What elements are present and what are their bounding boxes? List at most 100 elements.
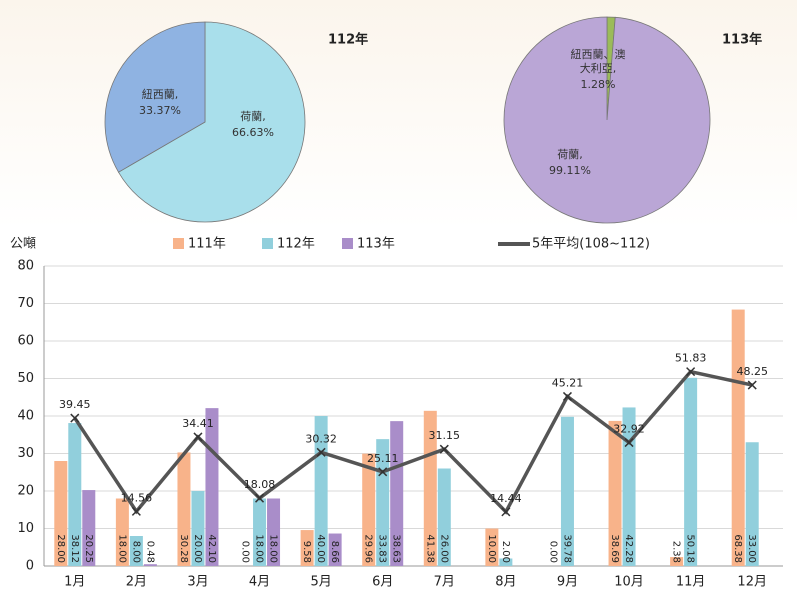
pie-value-label: 66.63% (232, 126, 274, 139)
y-tick-label: 80 (17, 259, 34, 274)
pie-category-label: 紐西蘭, (141, 88, 179, 101)
line-marker (747, 380, 757, 390)
data-label: 25.11 (367, 452, 399, 465)
bar (54, 461, 68, 566)
x-tick-label: 2月 (126, 575, 147, 590)
x-tick-label: 5月 (310, 575, 331, 590)
data-label: 26.00 (438, 534, 449, 563)
data-label: 2.00 (500, 541, 511, 563)
y-tick-label: 50 (17, 371, 34, 386)
pie-value-label: 1.28% (580, 78, 616, 91)
pie-value-label: 33.37% (139, 104, 181, 117)
bar (253, 498, 267, 566)
bar (745, 442, 759, 566)
pie-title: 112年 (328, 32, 368, 48)
bar (390, 421, 404, 566)
data-label: 9.58 (301, 541, 312, 563)
line-marker (193, 432, 203, 442)
x-tick-label: 4月 (249, 575, 270, 590)
data-label: 29.96 (363, 534, 374, 563)
line (73, 369, 753, 515)
data-label: 38.63 (391, 534, 402, 563)
bar (499, 558, 513, 566)
x-tick-label: 9月 (557, 575, 578, 590)
pie-title: 113年 (722, 32, 762, 48)
legend-swatch (262, 238, 273, 249)
data-label: 10.00 (486, 534, 497, 563)
data-label: 32.92 (613, 423, 645, 436)
bar (362, 453, 376, 566)
line-marker (70, 413, 80, 423)
data-label: 28.00 (55, 534, 66, 563)
bar (143, 564, 157, 566)
line-marker (562, 391, 572, 401)
y-tick-label: 60 (17, 334, 34, 349)
data-label: 14.44 (490, 492, 522, 505)
pie-category-label: 紐西蘭、澳大利亞, (570, 48, 626, 75)
data-label: 38.12 (69, 534, 80, 563)
bar (115, 498, 129, 566)
y-tick-label: 20 (17, 484, 34, 499)
bar (177, 452, 191, 566)
data-label: 45.21 (552, 376, 584, 389)
pie-slice (104, 21, 206, 173)
data-label: 20.00 (192, 534, 203, 563)
bar (608, 420, 622, 566)
bar (485, 528, 499, 566)
line-marker (316, 447, 326, 457)
pie-slice (117, 21, 306, 223)
legend-label: 5年平均(108~112) (532, 237, 650, 252)
line-marker (501, 507, 511, 517)
legend-label: 111年 (188, 237, 226, 252)
data-label: 50.18 (685, 534, 696, 563)
data-label: 31.15 (429, 429, 461, 442)
bar (328, 533, 342, 566)
legend-label: 112年 (277, 237, 315, 252)
data-label: 39.78 (561, 534, 572, 563)
legend-swatch (173, 238, 184, 249)
line-marker (378, 467, 388, 477)
data-label: 0.48 (144, 541, 155, 563)
bar (622, 407, 636, 566)
data-label: 51.83 (675, 352, 707, 365)
bar (560, 416, 574, 566)
y-tick-label: 40 (17, 409, 34, 424)
pie-category-label: 荷蘭, (557, 148, 583, 161)
bar (670, 557, 684, 566)
data-label: 30.28 (178, 534, 189, 563)
data-label: 38.69 (609, 534, 620, 563)
data-label: 14.56 (121, 491, 153, 504)
y-tick-label: 10 (17, 521, 34, 536)
data-label: 20.25 (83, 534, 94, 563)
bar (267, 498, 281, 566)
bar (731, 309, 745, 566)
x-tick-label: 10月 (614, 575, 644, 590)
data-label: 39.45 (59, 398, 91, 411)
pie-category-label: 荷蘭, (240, 110, 266, 123)
data-label: 2.38 (671, 541, 682, 563)
data-label: 42.10 (206, 534, 217, 563)
data-label: 68.38 (732, 534, 743, 563)
bar (684, 377, 698, 566)
data-label: 48.25 (736, 365, 768, 378)
line-marker (255, 493, 265, 503)
y-tick-label: 0 (26, 559, 34, 574)
data-label: 30.32 (305, 432, 337, 445)
bar (423, 410, 437, 566)
data-label: 0.00 (547, 541, 558, 563)
data-label: 18.00 (116, 534, 127, 563)
x-tick-label: 1月 (64, 575, 85, 590)
data-label: 33.83 (377, 534, 388, 563)
x-tick-label: 11月 (676, 575, 706, 590)
data-label: 33.00 (746, 534, 757, 563)
data-label: 8.66 (329, 541, 340, 563)
bar (68, 423, 82, 566)
line-marker (131, 506, 141, 516)
legend-swatch (342, 238, 353, 249)
data-label: 18.00 (268, 534, 279, 563)
bar (129, 536, 143, 566)
data-label: 8.00 (130, 541, 141, 563)
bar (300, 530, 314, 566)
data-label: 40.00 (315, 534, 326, 563)
